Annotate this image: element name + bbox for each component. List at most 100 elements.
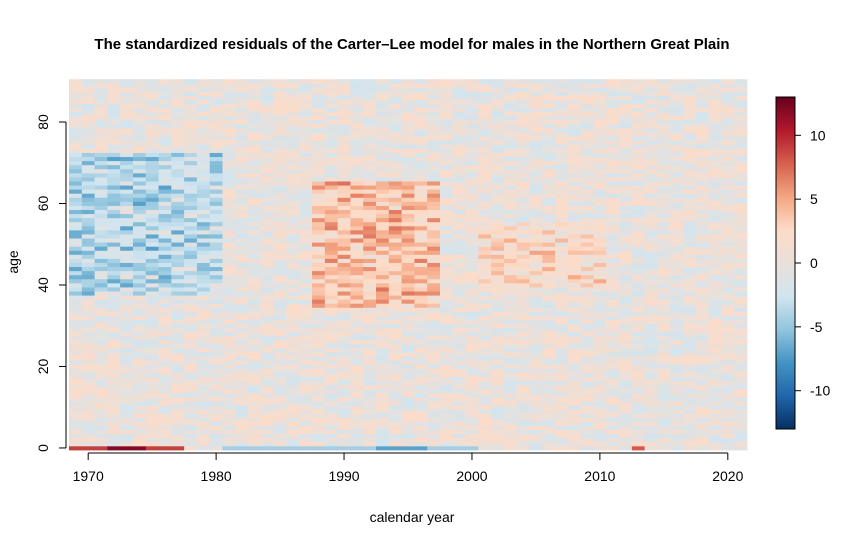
- heatmap-cell: [235, 417, 249, 422]
- heatmap-cell: [734, 384, 748, 390]
- heatmap-cell: [69, 213, 83, 219]
- heatmap-cell: [260, 344, 275, 349]
- heatmap-cell: [248, 405, 262, 410]
- heatmap-cell: [350, 197, 364, 202]
- heatmap-cell: [107, 417, 121, 422]
- heatmap-cell: [439, 160, 454, 166]
- heatmap-cell: [644, 160, 658, 166]
- heatmap-cell: [120, 380, 134, 386]
- heatmap-cell: [593, 445, 607, 451]
- heatmap-cell: [184, 132, 198, 137]
- heatmap-cell: [619, 409, 633, 414]
- heatmap-cell: [145, 234, 159, 239]
- heatmap-cell: [209, 319, 223, 325]
- heatmap-cell: [695, 335, 710, 341]
- heatmap-cell: [580, 209, 594, 215]
- heatmap-cell: [171, 168, 185, 174]
- heatmap-cell: [478, 437, 492, 443]
- heatmap-cell: [670, 238, 684, 243]
- heatmap-cell: [107, 278, 121, 284]
- heatmap-cell: [721, 132, 735, 137]
- heatmap-cell: [503, 388, 518, 394]
- heatmap-cell: [132, 213, 147, 219]
- heatmap-cell: [273, 348, 287, 353]
- heatmap-cell: [657, 181, 671, 186]
- heatmap-cell: [580, 156, 594, 162]
- heatmap-cell: [312, 152, 326, 158]
- heatmap-cell: [376, 339, 390, 345]
- heatmap-cell: [171, 144, 185, 149]
- heatmap-cell: [695, 164, 710, 170]
- heatmap-cell: [350, 352, 364, 357]
- heatmap-cell: [273, 234, 287, 239]
- heatmap-cell: [439, 156, 454, 162]
- heatmap-cell: [516, 360, 530, 365]
- heatmap-cell: [734, 405, 748, 410]
- heatmap-cell: [478, 185, 492, 190]
- heatmap-cell: [452, 111, 466, 117]
- heatmap-cell: [388, 111, 402, 117]
- heatmap-cell: [337, 140, 351, 145]
- heatmap-cell: [619, 295, 633, 300]
- heatmap-cell: [631, 392, 646, 398]
- heatmap-cell: [657, 87, 671, 92]
- heatmap-cell: [107, 331, 121, 337]
- heatmap-cell: [248, 193, 262, 198]
- heatmap-cell: [171, 274, 185, 280]
- heatmap-cell: [222, 274, 236, 280]
- heatmap-cell: [503, 421, 518, 426]
- heatmap-cell: [324, 266, 339, 272]
- x-tick-label: 1970: [73, 468, 104, 484]
- heatmap-cell: [401, 331, 415, 337]
- heatmap-cell: [273, 413, 287, 418]
- heatmap-cell: [401, 372, 415, 378]
- heatmap-cell: [529, 107, 543, 113]
- heatmap-cell: [721, 360, 735, 365]
- heatmap-cell: [350, 160, 364, 166]
- heatmap-cell: [312, 136, 326, 141]
- heatmap-cell: [286, 380, 300, 386]
- heatmap-cell: [260, 209, 275, 215]
- heatmap-cell: [619, 79, 633, 84]
- heatmap-cell: [555, 87, 569, 92]
- heatmap-cell: [350, 164, 364, 170]
- heatmap-cell: [158, 278, 172, 284]
- heatmap-cell: [427, 160, 441, 166]
- heatmap-cell: [452, 441, 466, 447]
- heatmap-cell: [120, 413, 134, 418]
- heatmap-cell: [734, 115, 748, 121]
- heatmap-cell: [683, 274, 697, 280]
- heatmap-cell: [414, 433, 428, 439]
- heatmap-cell: [158, 197, 172, 202]
- heatmap-cell: [81, 392, 95, 398]
- heatmap-cell: [248, 356, 262, 361]
- heatmap-cell: [580, 103, 594, 109]
- heatmap-cell: [107, 229, 121, 235]
- heatmap-cell: [427, 388, 441, 394]
- heatmap-cell: [708, 360, 722, 365]
- heatmap-cell: [299, 266, 313, 272]
- heatmap-cell: [427, 91, 441, 96]
- heatmap-cell: [708, 250, 722, 255]
- heatmap-cell: [107, 433, 121, 439]
- heatmap-cell: [631, 344, 646, 349]
- heatmap-cell: [452, 323, 466, 329]
- heatmap-cell: [312, 246, 326, 251]
- heatmap-cell: [337, 372, 351, 378]
- heatmap-cell: [286, 140, 300, 145]
- heatmap-cell: [235, 79, 249, 84]
- heatmap-cell: [606, 164, 620, 170]
- heatmap-cell: [235, 372, 249, 378]
- heatmap-cell: [452, 352, 466, 357]
- heatmap-cell: [196, 205, 211, 210]
- heatmap-cell: [516, 270, 530, 276]
- heatmap-cell: [350, 364, 364, 369]
- heatmap-cell: [503, 405, 518, 410]
- heatmap-cell: [260, 148, 275, 153]
- heatmap-cell: [657, 356, 671, 361]
- heatmap-cell: [401, 119, 415, 125]
- heatmap-cell: [248, 115, 262, 121]
- heatmap-cell: [235, 287, 249, 292]
- heatmap-cell: [299, 401, 313, 406]
- heatmap-cell: [273, 156, 287, 162]
